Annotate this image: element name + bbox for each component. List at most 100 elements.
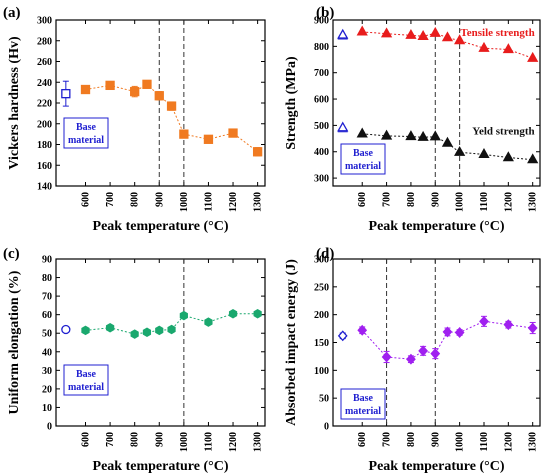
y-tick-label: 400: [314, 147, 329, 158]
base-material-label: Base: [76, 369, 97, 380]
data-point: [179, 310, 188, 321]
data-point: [454, 145, 466, 156]
data-point: [81, 325, 90, 336]
x-tick-label: 1200: [228, 432, 239, 452]
plot-frame: [55, 258, 266, 427]
data-point: [429, 130, 441, 141]
data-point: [441, 31, 454, 42]
data-point: [166, 101, 177, 111]
data-point: [356, 127, 368, 138]
x-tick-label: 1200: [228, 192, 239, 212]
data-point: [406, 353, 416, 365]
data-point: [130, 86, 140, 97]
base-material-box: [63, 364, 109, 396]
data-point: [479, 315, 489, 327]
panel-b: 300 400 500 600 700 800 900 600 700 800 900 1000 110…: [284, 5, 541, 234]
data-point: [502, 43, 514, 54]
series-annotation: Yeld strength: [472, 126, 534, 138]
x-tick-label: 1000: [455, 432, 466, 452]
x-tick-label: 1300: [528, 432, 539, 452]
x-tick-label: 1000: [179, 432, 190, 452]
data-point: [527, 322, 538, 334]
data-point: [380, 27, 393, 38]
y-tick-label: 250: [314, 282, 329, 293]
x-tick-label: 900: [154, 192, 165, 207]
y-tick-label: 40: [42, 347, 52, 358]
data-point: [130, 329, 139, 339]
y-tick-label: 300: [314, 174, 329, 185]
y-tick-label: 500: [314, 121, 329, 132]
data-point: [357, 324, 368, 336]
data-point: [380, 129, 393, 140]
x-tick-label: 1100: [479, 432, 490, 451]
data-point: [228, 308, 238, 319]
x-axis-label: Peak temperature (°C): [93, 219, 229, 234]
data-point: [356, 25, 368, 36]
data-point: [441, 136, 454, 147]
base-material-point: [337, 330, 348, 342]
x-tick-label: 800: [406, 192, 417, 207]
x-tick-label: 800: [130, 432, 141, 447]
x-tick-label: 1200: [503, 432, 514, 452]
data-point: [80, 84, 91, 95]
data-point: [417, 30, 429, 40]
data-point: [502, 151, 514, 162]
y-tick-label: 200: [314, 310, 329, 321]
x-tick-label: 700: [382, 432, 393, 447]
x-tick-label: 1200: [503, 192, 514, 212]
panel-c: 0 10 20 30 40 50 60 70 80 90 600 700 800 900 1000 1100 1…: [3, 246, 266, 474]
data-point: [478, 148, 490, 159]
panel-label: (b): [316, 5, 334, 21]
data-point: [381, 351, 392, 363]
x-tick-label: 1300: [253, 432, 264, 452]
base-material-label: Base: [76, 122, 97, 133]
x-axis-label: Peak temperature (°C): [369, 459, 505, 474]
x-tick-label: 1100: [479, 192, 490, 211]
data-point: [430, 348, 441, 360]
data-point: [142, 327, 152, 338]
x-tick-label: 1300: [528, 192, 539, 212]
panel-d: 0 50 100 150 200 250 300 600 700 800 900 1000 1100 12…: [284, 246, 541, 474]
y-tick-label: 50: [42, 329, 52, 340]
base-material-label: material: [345, 161, 381, 172]
data-point: [454, 34, 466, 45]
x-tick-label: 1000: [179, 192, 190, 212]
data-point: [179, 129, 189, 139]
base-material-point: [337, 28, 349, 39]
base-material-label: Base: [353, 148, 374, 159]
base-material-box: [340, 143, 386, 175]
data-point: [442, 326, 453, 338]
data-point: [527, 51, 539, 62]
y-tick-label: 700: [314, 68, 329, 79]
x-tick-label: 700: [105, 192, 116, 207]
series-line: [362, 133, 533, 161]
x-tick-label: 1100: [203, 192, 214, 211]
y-tick-label: 260: [37, 57, 52, 68]
data-point: [203, 134, 214, 144]
data-point: [478, 41, 490, 52]
base-material-point: [337, 121, 349, 132]
y-tick-label: 20: [42, 384, 52, 395]
x-tick-label: 1300: [253, 192, 264, 212]
data-point: [418, 345, 428, 357]
plot-frame: [55, 19, 266, 187]
data-point: [417, 130, 429, 141]
x-tick-label: 900: [430, 432, 441, 447]
data-point: [253, 308, 262, 319]
panel-label: (a): [3, 5, 21, 21]
panel-a: 140 160 180 200 220 240 260 280 300 600 700 800 900 1…: [3, 5, 266, 234]
data-point: [155, 325, 164, 336]
y-axis-label: Vickers hardness (Hv): [7, 36, 22, 170]
x-tick-label: 700: [382, 192, 393, 207]
data-point: [204, 317, 213, 327]
data-point: [503, 319, 514, 331]
data-point: [429, 26, 441, 37]
x-tick-label: 1100: [203, 432, 214, 451]
series-line: [85, 313, 258, 335]
y-tick-label: 60: [42, 310, 52, 321]
x-tick-label: 800: [406, 432, 417, 447]
y-tick-label: 900: [314, 16, 329, 27]
x-tick-label: 1000: [455, 192, 466, 212]
base-material-label: material: [68, 382, 104, 393]
y-axis-label: Absorbed impact energy (J): [284, 259, 299, 426]
